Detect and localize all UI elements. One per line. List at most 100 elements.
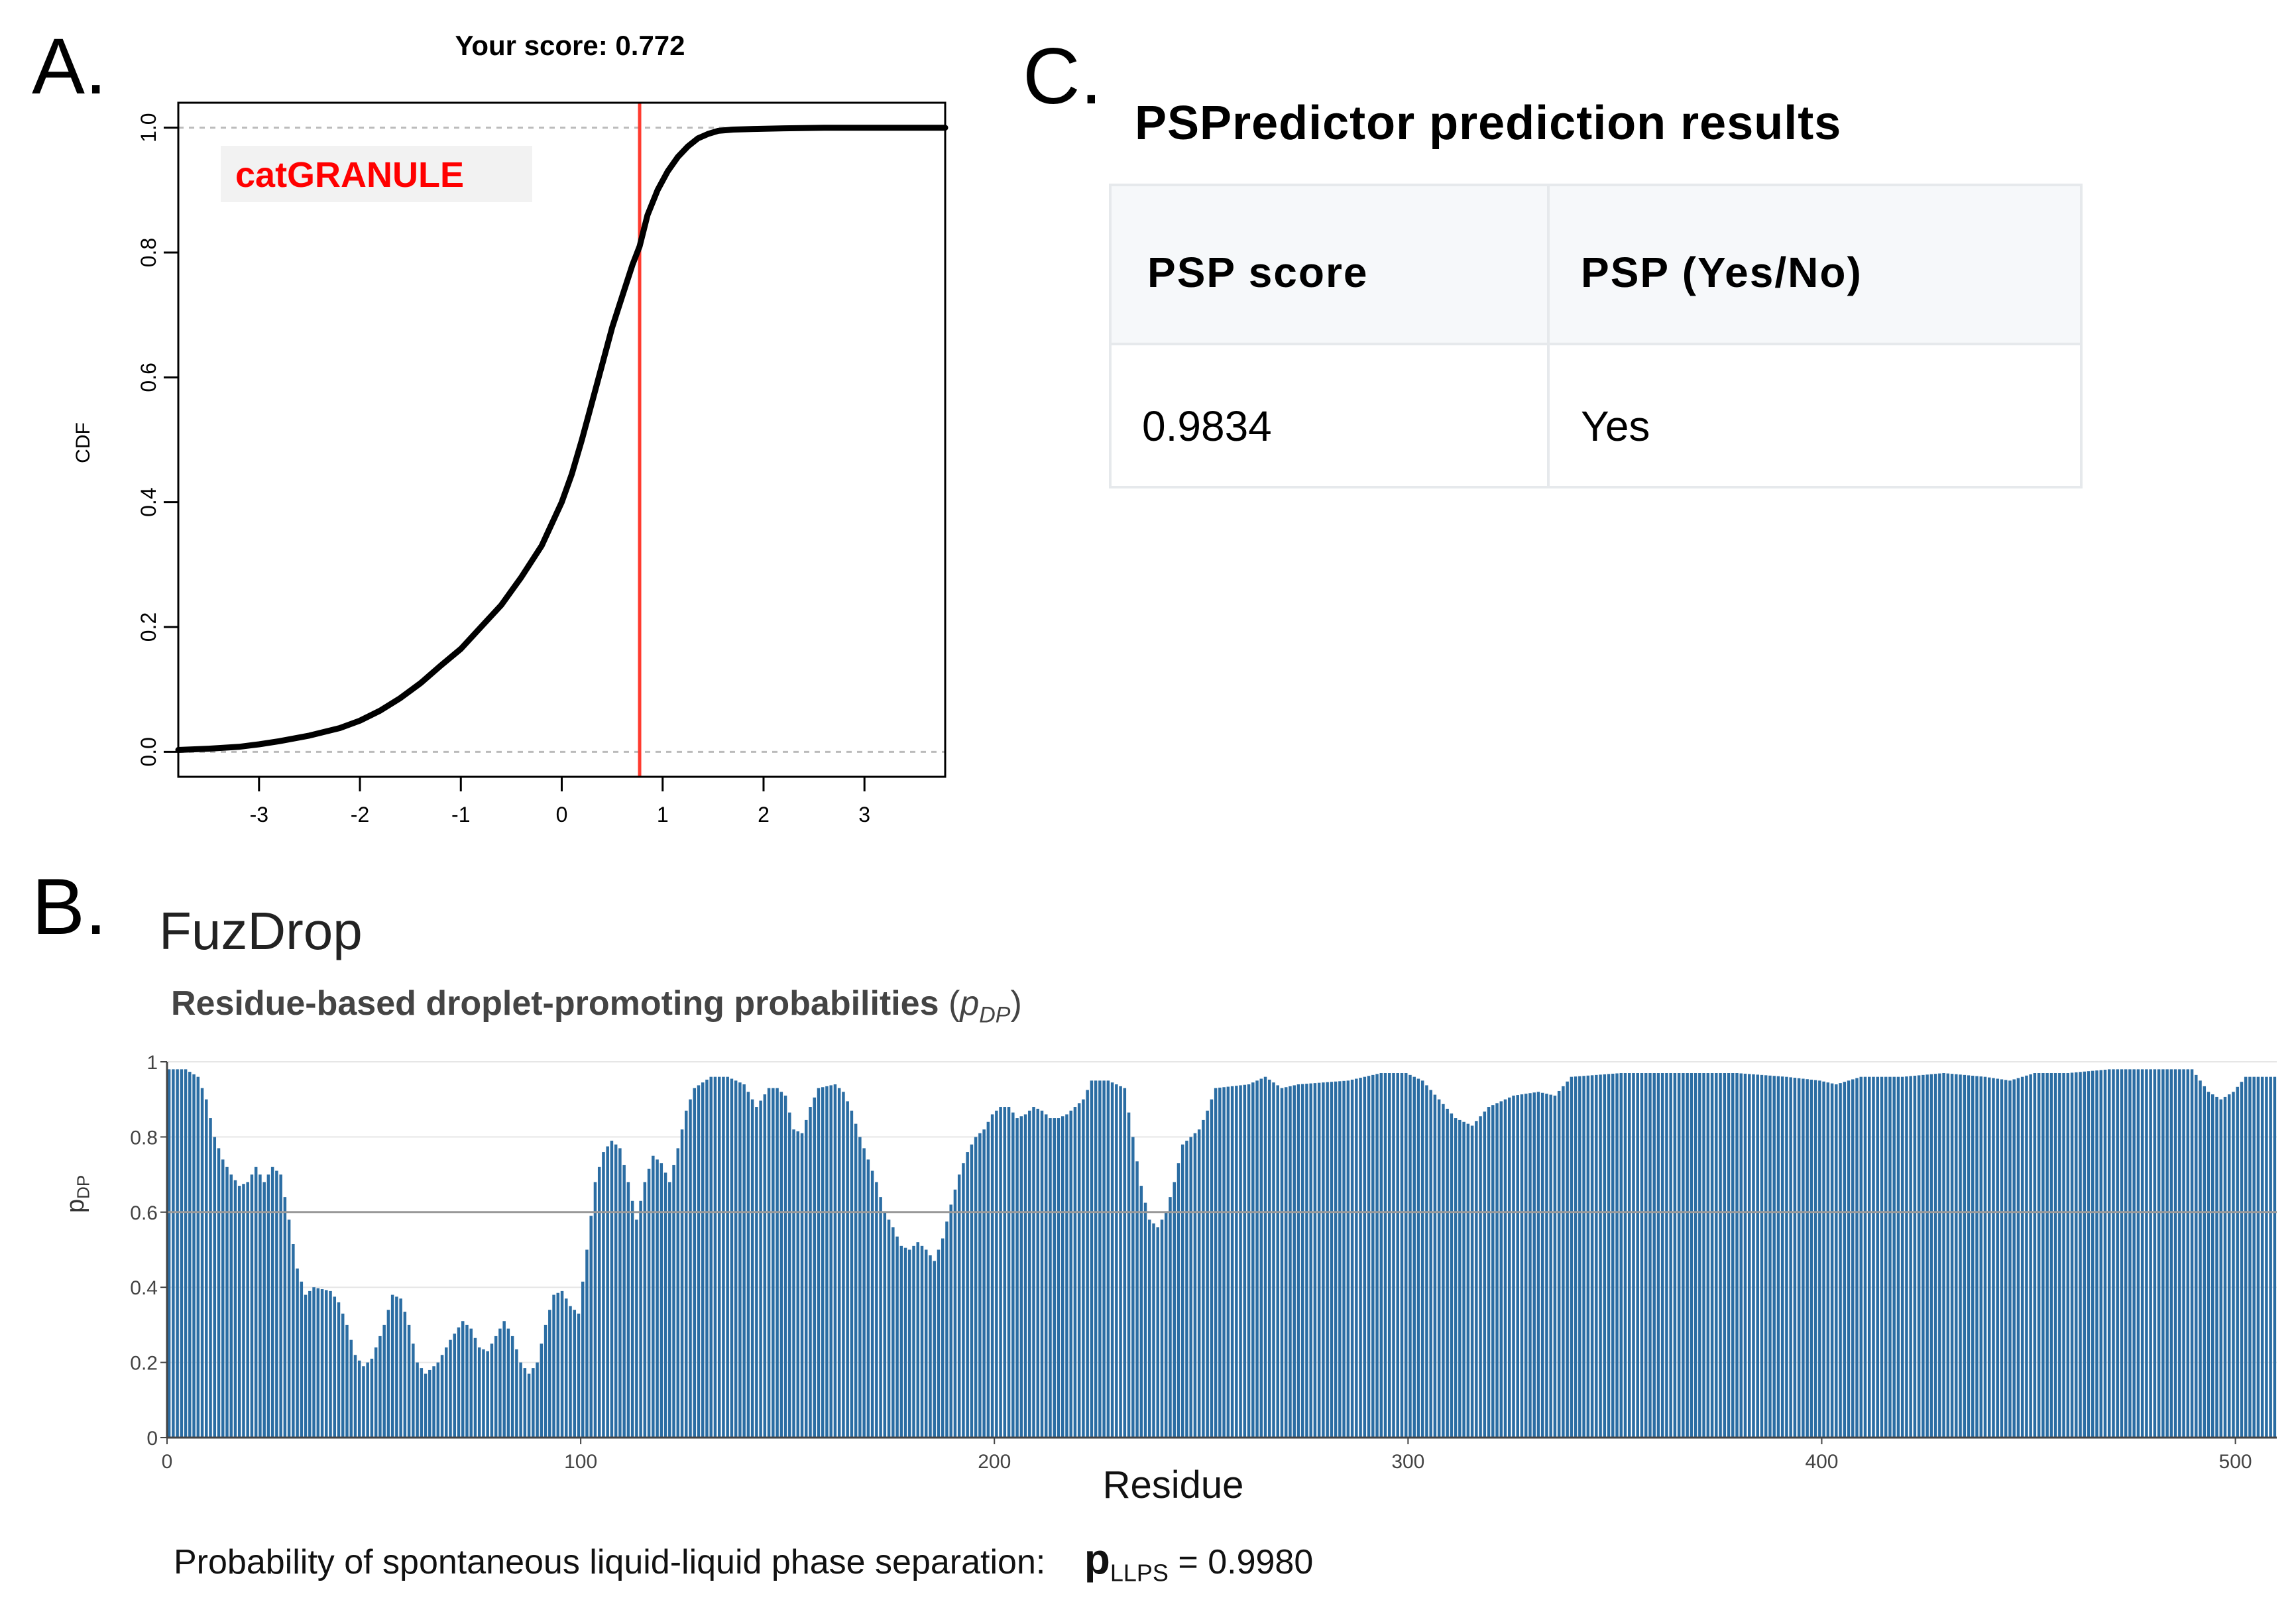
fuzdrop-bar: [1139, 1186, 1143, 1438]
fuzdrop-bar: [1540, 1092, 1544, 1438]
fuzdrop-bar: [875, 1182, 878, 1438]
psp-table-divider: [1547, 186, 1550, 486]
fuzdrop-bar: [1491, 1105, 1495, 1438]
fuzdrop-bar: [213, 1137, 217, 1438]
fuzdrop-bar: [593, 1182, 597, 1438]
fuzdrop-bar: [2066, 1073, 2070, 1438]
fuzdrop-bar: [205, 1099, 208, 1438]
fuzdrop-bar: [1590, 1075, 1594, 1438]
llps-footer-text: Probability of spontaneous liquid-liquid…: [174, 1543, 1046, 1581]
fuzdrop-bar: [1272, 1082, 1275, 1438]
fuzdrop-bar: [2136, 1069, 2140, 1438]
fuzdrop-bar: [912, 1245, 915, 1438]
fuzdrop-chart-title: Residue-based droplet-promoting probabil…: [171, 986, 1022, 1026]
fuzdrop-bar: [1925, 1074, 1929, 1438]
fuzdrop-bar: [800, 1133, 804, 1438]
fuzdrop-bar: [1346, 1080, 1350, 1438]
fuzdrop-bar: [2256, 1076, 2260, 1438]
fuzdrop-bar: [891, 1227, 895, 1438]
fuzdrop-bar: [722, 1076, 725, 1438]
fuzdrop-bar: [1739, 1073, 1743, 1438]
fuzdrop-bar: [1251, 1082, 1255, 1438]
fuzdrop-bar: [1760, 1074, 1764, 1438]
fuzdrop-bar: [1342, 1080, 1346, 1438]
cdf-xtick-label-6: 3: [858, 803, 870, 827]
fuzdrop-bar: [701, 1082, 705, 1438]
fuzdrop-bar: [1300, 1084, 1304, 1438]
fuzdrop-bar: [1053, 1118, 1056, 1438]
fuzdrop-bar: [217, 1148, 221, 1438]
fuzdrop-bar: [630, 1200, 634, 1438]
fuzdrop-bar: [759, 1100, 762, 1438]
fuzdrop-bar: [1686, 1073, 1689, 1438]
fuzdrop-bar: [668, 1182, 671, 1438]
fuzdrop-bar: [2140, 1069, 2144, 1438]
fuzdrop-bar: [1611, 1073, 1615, 1438]
fuzdrop-bar: [1425, 1085, 1428, 1438]
panel-letter-a: A.: [32, 22, 107, 111]
fuzdrop-bar: [1143, 1202, 1147, 1438]
fuzdrop-bar: [1296, 1084, 1300, 1438]
fuzdrop-bar: [1363, 1076, 1367, 1438]
fuzdrop-bar: [544, 1324, 547, 1438]
fuzdrop-bar: [2083, 1071, 2087, 1438]
fuzdrop-bar: [536, 1362, 539, 1438]
fuzdrop-bar: [1723, 1073, 1727, 1438]
fuzdrop-bar: [2149, 1069, 2152, 1438]
fuzdrop-bar: [200, 1088, 204, 1438]
psp-title: PSPredictor prediction results: [1135, 97, 1842, 150]
fuzdrop-bar: [353, 1355, 357, 1438]
fuzdrop-bar: [783, 1096, 787, 1438]
fuzdrop-bar: [2211, 1094, 2214, 1438]
fuzdrop-axes: 0 0.2 0.4 0.6 0.8 1 0 100 200 300 400 500: [130, 1052, 2277, 1473]
psp-yesno-value: Yes: [1581, 402, 1650, 450]
fuzdrop-bar: [966, 1152, 969, 1438]
fuzdrop-bar: [1743, 1073, 1747, 1438]
fuzdrop-bar: [1946, 1073, 1950, 1438]
fuzdrop-xlabel: Residue: [1103, 1463, 1244, 1507]
fuzdrop-bar: [246, 1182, 249, 1438]
cdf-xtick-label-0: -3: [250, 803, 268, 827]
fuzdrop-bar: [1702, 1073, 1705, 1438]
fuzdrop-bar: [2062, 1073, 2065, 1438]
fuzdrop-bar: [1967, 1075, 1971, 1438]
fuzdrop-bar: [420, 1368, 424, 1438]
fuzdrop-bar: [1607, 1074, 1611, 1438]
fuzdrop-bar: [1077, 1103, 1081, 1438]
fuzdrop-bar: [1065, 1114, 1068, 1438]
fuzdrop-bar: [498, 1328, 502, 1438]
fuzdrop-bar: [1371, 1074, 1375, 1438]
fuzdrop-bar: [428, 1369, 431, 1438]
fuzdrop-bar: [1640, 1073, 1644, 1438]
fuzdrop-bar: [1073, 1107, 1077, 1438]
fuzdrop-bar: [999, 1107, 1002, 1438]
fuzdrop-bars: [167, 1069, 2277, 1438]
fuzdrop-ytick-label-3: 0.6: [130, 1202, 158, 1224]
fuzdrop-bar: [357, 1360, 361, 1438]
fuzdrop-bar: [792, 1129, 795, 1438]
fuzdrop-bar: [2203, 1086, 2207, 1438]
fuzdrop-bar: [1574, 1076, 1578, 1438]
fuzdrop-bar: [862, 1148, 866, 1438]
fuzdrop-bar: [2029, 1074, 2032, 1438]
fuzdrop-bar: [1872, 1076, 1875, 1438]
fuzdrop-bar: [2049, 1073, 2053, 1438]
fuzdrop-bar: [1673, 1073, 1677, 1438]
fuzdrop-bar: [573, 1310, 576, 1438]
fuzdrop-bar: [1169, 1197, 1172, 1438]
fuzdrop-bar: [1971, 1075, 1975, 1438]
fuzdrop-bar: [345, 1324, 349, 1438]
llps-value: = 0.9980: [1178, 1543, 1314, 1581]
fuzdrop-bar: [1536, 1092, 1540, 1438]
cdf-curve-group: [175, 125, 948, 753]
fuzdrop-bar: [2020, 1076, 2024, 1438]
fuzdrop-bar: [1305, 1084, 1308, 1438]
fuzdrop-bar: [2260, 1076, 2264, 1438]
llps-symbol-sub: LLPS: [1110, 1559, 1169, 1587]
fuzdrop-bar: [2199, 1080, 2202, 1438]
fuzdrop-bar: [469, 1328, 473, 1438]
fuzdrop-bar: [270, 1167, 274, 1438]
fuzdrop-bar: [1652, 1073, 1656, 1438]
fuzdrop-bar: [1127, 1112, 1131, 1438]
fuzdrop-bar: [1404, 1073, 1408, 1438]
